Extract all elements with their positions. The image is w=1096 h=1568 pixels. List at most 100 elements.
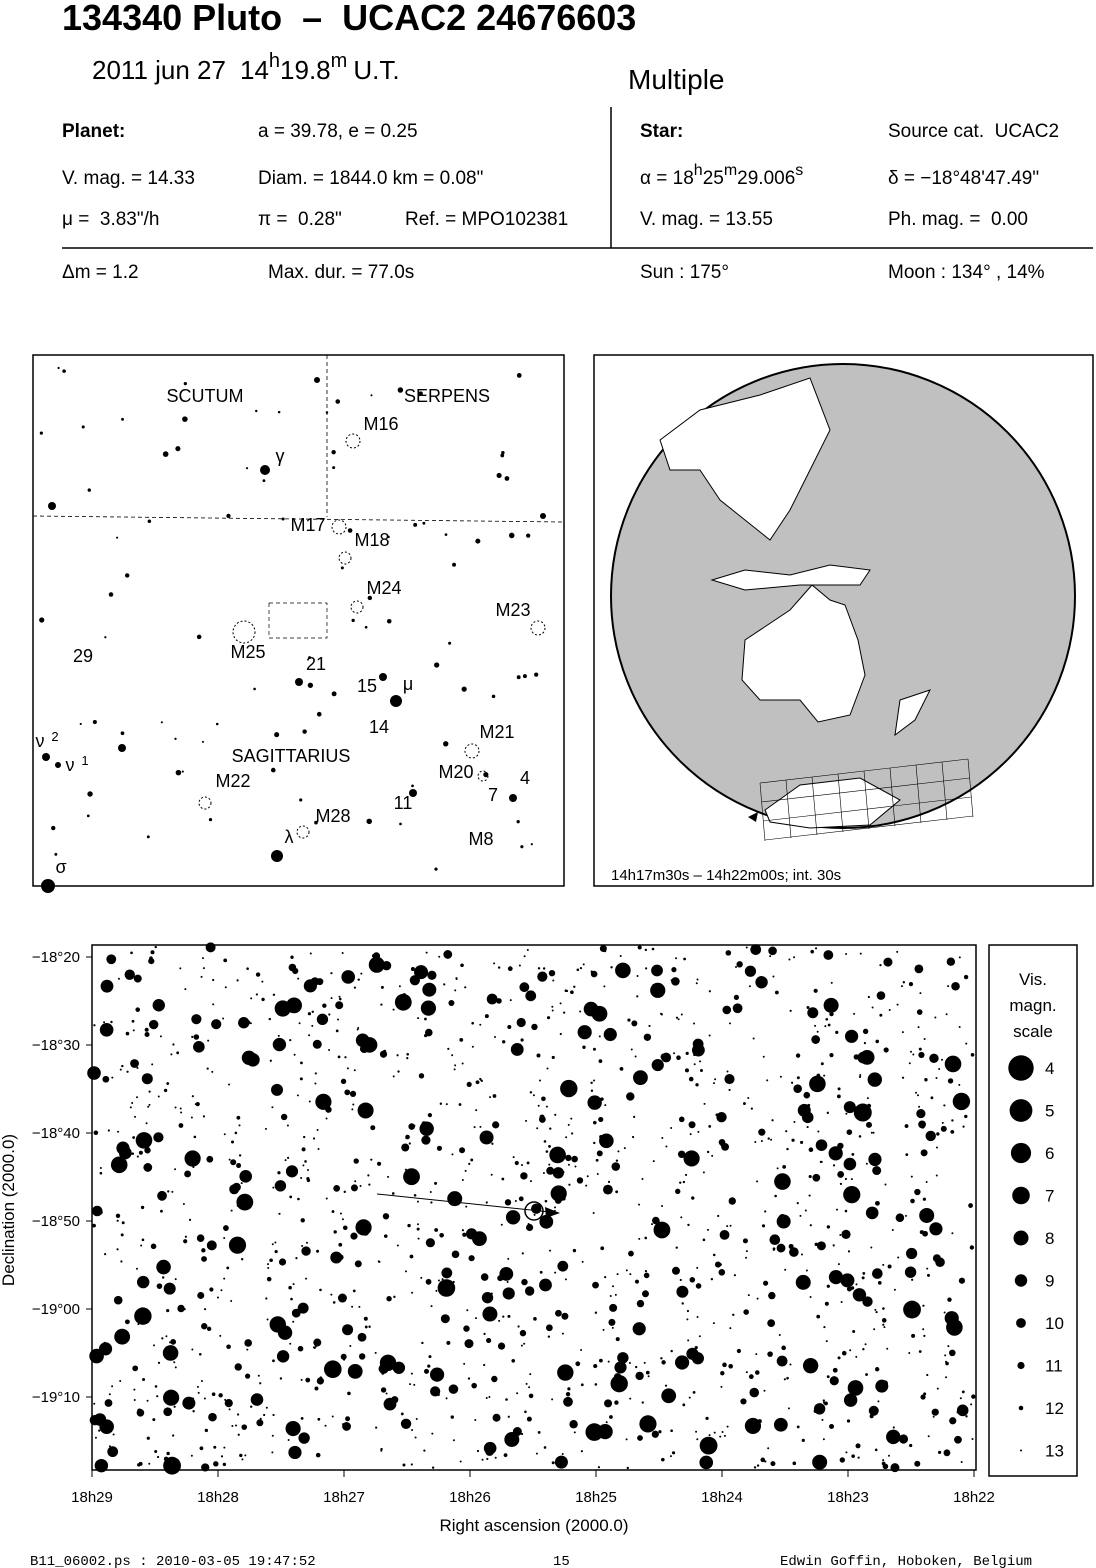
star bbox=[814, 947, 818, 950]
star bbox=[357, 1026, 360, 1029]
star bbox=[349, 1344, 352, 1347]
star bbox=[594, 1311, 598, 1314]
star bbox=[543, 1140, 547, 1143]
star bbox=[932, 1415, 935, 1418]
star bbox=[576, 968, 580, 972]
star bbox=[337, 1254, 344, 1261]
star bbox=[674, 1355, 690, 1370]
star bbox=[835, 1030, 839, 1034]
star bbox=[717, 1214, 720, 1218]
legend-title: Vis. bbox=[1019, 970, 1047, 989]
star bbox=[315, 1452, 321, 1458]
star bbox=[559, 1194, 566, 1201]
finder-label: M28 bbox=[315, 806, 350, 826]
star bbox=[549, 1146, 566, 1164]
star bbox=[272, 1359, 275, 1363]
star bbox=[602, 1328, 605, 1331]
star bbox=[718, 1138, 726, 1146]
star bbox=[796, 1076, 800, 1080]
planet-label: Planet: bbox=[62, 121, 125, 142]
star bbox=[290, 1297, 293, 1301]
star bbox=[452, 562, 456, 567]
star bbox=[536, 1053, 541, 1058]
star bbox=[305, 1377, 311, 1383]
star bbox=[883, 1047, 889, 1053]
star bbox=[748, 985, 751, 988]
star bbox=[516, 675, 521, 680]
star bbox=[466, 1309, 469, 1312]
star bbox=[212, 1003, 215, 1006]
star bbox=[840, 1273, 855, 1288]
star bbox=[517, 1325, 520, 1328]
star-catalog: Source cat. UCAC2 bbox=[888, 121, 1059, 142]
star bbox=[121, 417, 124, 421]
star bbox=[192, 1409, 195, 1413]
star bbox=[370, 1158, 373, 1161]
star bbox=[565, 1136, 568, 1139]
star bbox=[688, 1396, 691, 1399]
star bbox=[414, 1436, 417, 1439]
star bbox=[920, 1149, 928, 1157]
star bbox=[220, 1289, 223, 1292]
star bbox=[423, 1449, 426, 1452]
star bbox=[629, 1397, 632, 1400]
star bbox=[421, 1135, 431, 1145]
star bbox=[188, 1218, 192, 1222]
star bbox=[444, 533, 448, 536]
star bbox=[944, 1354, 947, 1357]
finder-label: 2 bbox=[51, 729, 58, 744]
star bbox=[130, 951, 133, 955]
star bbox=[500, 453, 505, 458]
star bbox=[829, 1376, 839, 1386]
star bbox=[536, 1127, 539, 1130]
star bbox=[788, 1243, 794, 1249]
star bbox=[879, 1013, 883, 1017]
star bbox=[146, 1399, 149, 1402]
star bbox=[418, 1073, 425, 1079]
star bbox=[783, 1378, 786, 1381]
star bbox=[634, 1055, 637, 1058]
star bbox=[922, 1304, 925, 1307]
star bbox=[484, 1014, 489, 1019]
star bbox=[459, 1147, 466, 1154]
star bbox=[154, 1450, 158, 1454]
star bbox=[696, 1438, 699, 1441]
star bbox=[479, 1077, 482, 1081]
star bbox=[729, 1327, 732, 1330]
star bbox=[325, 411, 329, 414]
star bbox=[614, 1361, 627, 1374]
star bbox=[222, 1017, 225, 1020]
y-tick-label: −18°40 bbox=[32, 1125, 80, 1142]
star bbox=[723, 1434, 726, 1437]
star bbox=[206, 1067, 209, 1070]
star bbox=[547, 1335, 551, 1338]
star bbox=[744, 1417, 762, 1435]
star bbox=[947, 1345, 950, 1348]
star bbox=[829, 1423, 835, 1429]
star bbox=[826, 1284, 830, 1288]
star bbox=[614, 1400, 619, 1405]
star bbox=[546, 1016, 551, 1020]
star bbox=[354, 1260, 362, 1268]
star bbox=[416, 1200, 419, 1203]
star bbox=[236, 1413, 240, 1416]
star bbox=[288, 1285, 292, 1290]
star bbox=[461, 686, 467, 692]
finder-label: M20 bbox=[438, 762, 473, 782]
star bbox=[183, 382, 188, 386]
path-arrow bbox=[545, 1207, 560, 1218]
star bbox=[347, 1363, 363, 1379]
star bbox=[815, 1139, 828, 1151]
star bbox=[301, 1147, 306, 1152]
star bbox=[708, 990, 711, 993]
finder-label: M22 bbox=[215, 771, 250, 791]
star bbox=[183, 1239, 188, 1244]
star bbox=[604, 1399, 613, 1408]
star bbox=[341, 1218, 344, 1221]
star bbox=[735, 965, 738, 968]
star bbox=[379, 673, 387, 681]
star bbox=[483, 1332, 486, 1335]
star bbox=[896, 950, 899, 953]
star bbox=[241, 1458, 244, 1461]
star bbox=[119, 1068, 122, 1071]
